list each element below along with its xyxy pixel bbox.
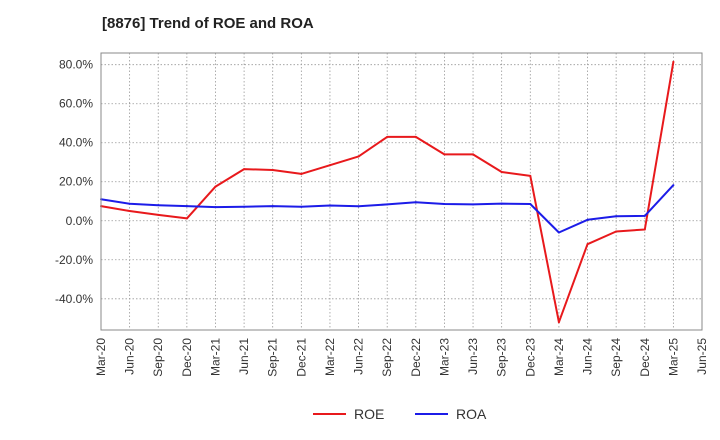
data-point-roa [472, 203, 475, 206]
data-point-roe [328, 164, 331, 167]
x-tick-label: Mar-24 [552, 338, 566, 376]
x-tick-label: Mar-25 [666, 338, 680, 376]
plot-frame [100, 52, 703, 331]
data-point-roe [529, 174, 532, 177]
legend-label-roe: ROE [354, 406, 384, 422]
x-tick-label: Sep-20 [151, 338, 165, 377]
y-tick-label: -20.0% [55, 253, 93, 267]
data-point-roa [443, 202, 446, 205]
data-point-roe [271, 169, 274, 172]
data-point-roe [643, 228, 646, 231]
x-tick-label: Sep-22 [380, 338, 394, 377]
x-tick-label: Dec-20 [180, 338, 194, 377]
x-tick-label: Dec-21 [294, 338, 308, 377]
y-tick-label: 20.0% [59, 175, 93, 189]
y-tick-label: 40.0% [59, 136, 93, 150]
data-point-roe [157, 213, 160, 216]
data-point-roa [328, 204, 331, 207]
data-point-roa [414, 201, 417, 204]
data-point-roe [357, 155, 360, 158]
data-point-roe [615, 230, 618, 233]
y-tick-label: -40.0% [55, 292, 93, 306]
y-tick-label: 60.0% [59, 97, 93, 111]
x-tick-label: Jun-24 [581, 338, 595, 375]
data-point-roa [586, 218, 589, 221]
x-tick-label: Sep-24 [609, 338, 623, 377]
data-point-roa [529, 202, 532, 205]
data-point-roe [500, 170, 503, 173]
data-point-roa [157, 204, 160, 207]
data-point-roe [185, 217, 188, 220]
data-point-roa [185, 205, 188, 208]
data-point-roa [557, 231, 560, 234]
data-point-roa [643, 214, 646, 217]
data-point-roe [557, 321, 560, 324]
x-axis-tick-labels: Mar-20 Jun-20 Sep-20 Dec-20 Mar-21 Jun-21 Sep-… [94, 338, 709, 377]
data-point-roa [271, 205, 274, 208]
data-point-roe [243, 168, 246, 171]
data-point-roe [386, 135, 389, 138]
x-tick-label: Sep-23 [495, 338, 509, 377]
y-tick-label: 0.0% [66, 214, 94, 228]
x-tick-label: Mar-21 [208, 338, 222, 376]
x-tick-label: Sep-21 [266, 338, 280, 377]
data-point-roe [414, 135, 417, 138]
grid-layer [101, 53, 702, 330]
x-tick-label: Mar-20 [94, 338, 108, 376]
x-tick-label: Dec-22 [409, 338, 423, 377]
x-tick-label: Jun-22 [352, 338, 366, 375]
series-line-roe [100, 61, 675, 324]
data-point-roe [214, 185, 217, 188]
data-point-roe [586, 243, 589, 246]
data-point-roe [300, 172, 303, 175]
data-point-roa [357, 205, 360, 208]
data-point-roe [472, 153, 475, 156]
legend-label-roa: ROA [456, 406, 487, 422]
data-point-roa [128, 202, 131, 205]
data-point-roa [672, 184, 675, 187]
data-point-roa [500, 202, 503, 205]
data-point-roa [214, 206, 217, 209]
y-axis-tick-labels: -40.0% -20.0% 0.0% 20.0% 40.0% 60.0% 80.0% [55, 58, 93, 306]
data-point-roe [128, 210, 131, 213]
data-point-roa [386, 203, 389, 206]
x-tick-label: Jun-25 [695, 338, 709, 375]
data-point-roa [615, 215, 618, 218]
data-point-roe [443, 153, 446, 156]
data-point-roa [243, 205, 246, 208]
x-tick-label: Dec-24 [638, 338, 652, 377]
legend: ROE ROA [313, 406, 487, 422]
y-tick-label: 80.0% [59, 58, 93, 72]
x-tick-label: Mar-22 [323, 338, 337, 376]
data-point-roe [672, 60, 675, 63]
x-tick-label: Jun-23 [466, 338, 480, 375]
series-layer [100, 60, 675, 324]
data-point-roa [300, 205, 303, 208]
x-tick-label: Dec-23 [523, 338, 537, 377]
x-tick-label: Mar-23 [437, 338, 451, 376]
x-tick-label: Jun-20 [123, 338, 137, 375]
x-tick-label: Jun-21 [237, 338, 251, 375]
chart-title: [8876] Trend of ROE and ROA [102, 15, 314, 32]
